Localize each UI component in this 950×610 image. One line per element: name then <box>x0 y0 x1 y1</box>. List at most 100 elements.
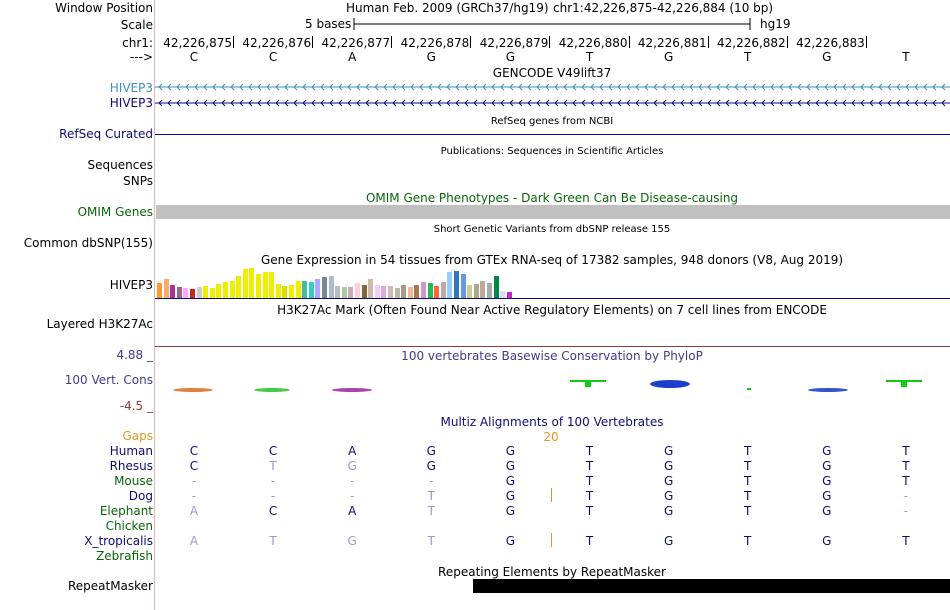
gtex-tissue-bar[interactable] <box>341 287 347 298</box>
track-label-snps[interactable]: SNPs <box>123 174 153 188</box>
alignment-base: T <box>427 504 435 518</box>
gtex-tissue-bar[interactable] <box>216 284 222 298</box>
track-label-omim[interactable]: OMIM Genes <box>77 205 153 219</box>
gtex-tissue-bar[interactable] <box>289 285 294 298</box>
gtex-tissue-bar[interactable] <box>236 276 242 298</box>
gtex-tissue-bar[interactable] <box>427 283 433 298</box>
coordinate-label: 42,226,875 <box>163 36 232 50</box>
coordinate-tick <box>865 36 867 48</box>
phylop-logo[interactable] <box>155 372 950 402</box>
gtex-tissue-bar[interactable] <box>183 288 189 298</box>
alignment-base: T <box>902 459 910 473</box>
track-label-h3k27ac[interactable]: Layered H3K27Ac <box>46 317 153 331</box>
alignment-base: T <box>427 534 435 548</box>
gtex-tissue-bar[interactable] <box>282 286 288 298</box>
gtex-tissue-bar[interactable] <box>381 286 387 298</box>
gtex-tissue-bar[interactable] <box>500 291 506 298</box>
gtex-tissue-bar[interactable] <box>473 284 479 298</box>
gencode-gene-lines[interactable] <box>155 81 950 111</box>
gtex-tissue-bar[interactable] <box>440 282 446 298</box>
gtex-tissue-bar[interactable] <box>302 281 308 298</box>
gtex-tissue-bar[interactable] <box>401 285 407 298</box>
gtex-tissue-bar[interactable] <box>355 283 360 298</box>
gtex-tissue-bar[interactable] <box>374 285 380 298</box>
gtex-tissue-bar[interactable] <box>388 286 393 298</box>
species-label[interactable]: X_tropicalis <box>84 534 153 548</box>
gtex-tissue-bar[interactable] <box>414 285 420 298</box>
scale-label: Scale <box>120 18 153 32</box>
track-label-refseq[interactable]: RefSeq Curated <box>59 127 153 141</box>
gtex-tissue-bar[interactable] <box>196 287 202 298</box>
gtex-tissue-bar[interactable] <box>434 286 440 298</box>
omim-bar[interactable] <box>156 205 950 219</box>
gtex-tissue-bar[interactable] <box>242 269 248 298</box>
alignment-base: - <box>270 489 276 503</box>
track-label-gaps[interactable]: Gaps <box>122 429 153 443</box>
coordinate-tick <box>312 36 314 48</box>
species-label[interactable]: Chicken <box>105 519 153 533</box>
gtex-tissue-bar[interactable] <box>480 281 486 298</box>
gtex-tissue-bar[interactable] <box>229 281 235 298</box>
gtex-title: Gene Expression in 54 tissues from GTEx … <box>260 253 844 267</box>
gtex-tissue-bar[interactable] <box>328 276 334 298</box>
gtex-tissue-bar[interactable] <box>315 279 321 298</box>
gtex-tissue-bar[interactable] <box>407 287 413 298</box>
gtex-tissue-bar[interactable] <box>269 272 275 298</box>
gtex-barchart[interactable] <box>157 266 657 298</box>
gtex-tissue-bar[interactable] <box>249 268 255 298</box>
scale-bar-text: 5 bases <box>305 17 352 31</box>
gtex-tissue-bar[interactable] <box>467 285 473 298</box>
gtex-tissue-bar[interactable] <box>447 272 453 298</box>
alignment-base: - <box>350 489 355 503</box>
gtex-tissue-bar[interactable] <box>493 276 499 298</box>
gtex-tissue-bar[interactable] <box>506 292 512 298</box>
multiz-title: Multiz Alignments of 100 Vertebrates <box>440 415 664 429</box>
species-label[interactable]: Human <box>109 444 153 458</box>
gtex-tissue-bar[interactable] <box>190 289 195 298</box>
alignment-base: T <box>269 459 277 473</box>
repeatmasker-element[interactable] <box>473 579 950 593</box>
track-label-repeatmasker[interactable]: RepeatMasker <box>67 579 153 593</box>
gtex-tissue-bar[interactable] <box>361 285 367 298</box>
track-label-dbsnp[interactable]: Common dbSNP(155) <box>23 236 153 250</box>
gtex-tissue-bar[interactable] <box>421 282 426 298</box>
gtex-tissue-bar[interactable] <box>170 285 176 298</box>
alignment-base: T <box>744 489 752 503</box>
track-label-hivep3-1[interactable]: HIVEP3 <box>109 81 153 95</box>
track-label-hivep3-2[interactable]: HIVEP3 <box>109 96 153 110</box>
gtex-tissue-bar[interactable] <box>275 284 281 298</box>
gtex-tissue-bar[interactable] <box>394 288 400 298</box>
gtex-tissue-bar[interactable] <box>487 283 492 298</box>
alignment-base: G <box>505 489 516 503</box>
alignment-base: G <box>426 459 436 473</box>
gtex-tissue-bar[interactable] <box>368 279 374 298</box>
gtex-tissue-bar[interactable] <box>308 282 314 298</box>
gtex-tissue-bar[interactable] <box>223 282 228 298</box>
publications-title: Publications: Sequences in Scientific Ar… <box>440 146 664 157</box>
gtex-tissue-bar[interactable] <box>322 277 327 298</box>
track-label-cons[interactable]: 100 Vert. Cons <box>64 373 153 387</box>
species-label[interactable]: Mouse <box>114 474 153 488</box>
gtex-tissue-bar[interactable] <box>460 274 466 298</box>
alignment-base: - <box>191 489 197 503</box>
gtex-tissue-bar[interactable] <box>295 281 301 298</box>
gtex-tissue-bar[interactable] <box>157 283 162 298</box>
refseq-gene-line[interactable] <box>155 134 950 135</box>
species-label[interactable]: Dog <box>128 489 153 503</box>
track-label-sequences[interactable]: Sequences <box>87 158 153 172</box>
gtex-tissue-bar[interactable] <box>348 287 354 298</box>
species-label[interactable]: Elephant <box>99 504 153 518</box>
gtex-tissue-bar[interactable] <box>262 272 268 298</box>
track-label-gtex[interactable]: HIVEP3 <box>109 278 153 292</box>
scale-bar <box>353 18 751 30</box>
gtex-tissue-bar[interactable] <box>335 286 341 298</box>
gtex-tissue-bar[interactable] <box>176 287 182 298</box>
gtex-tissue-bar[interactable] <box>203 286 209 298</box>
species-label[interactable]: Zebrafish <box>96 549 153 563</box>
gtex-tissue-bar[interactable] <box>454 271 459 298</box>
species-label[interactable]: Rhesus <box>109 459 153 473</box>
gtex-tissue-bar[interactable] <box>256 274 261 298</box>
gtex-tissue-bar[interactable] <box>209 288 215 298</box>
alignment-base: T <box>744 504 752 518</box>
gtex-tissue-bar[interactable] <box>163 279 169 298</box>
